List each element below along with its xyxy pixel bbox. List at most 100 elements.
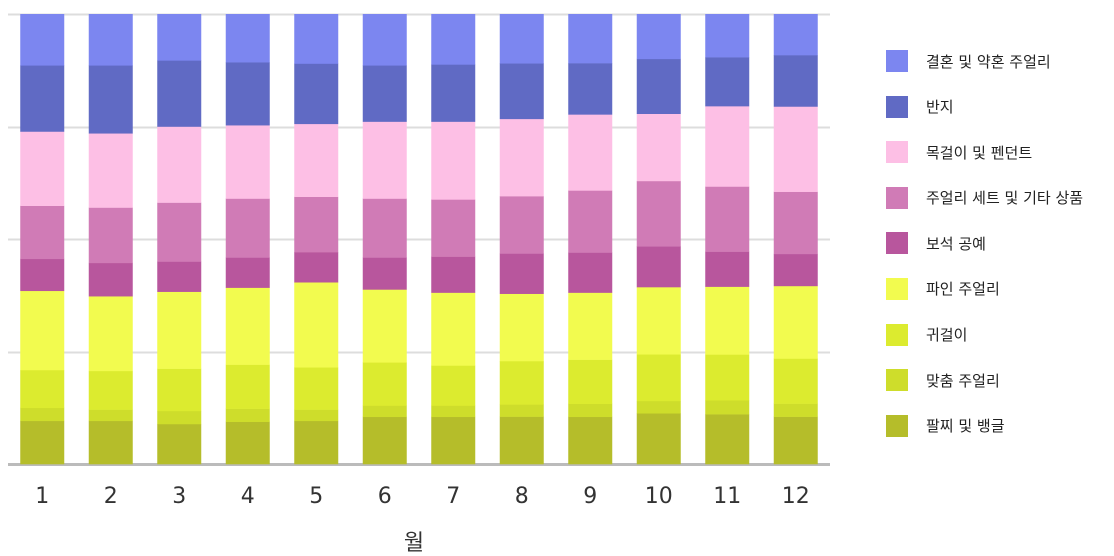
legend-item: 팔찌 및 뱅글: [886, 414, 1114, 437]
bar-segment: [705, 400, 750, 415]
bar-segment: [431, 14, 476, 65]
x-tick-label: 11: [713, 484, 741, 509]
bar-stack-7: [431, 14, 476, 465]
bar-segment: [568, 190, 613, 253]
bar-segment: [705, 106, 750, 187]
bar-segment: [499, 253, 544, 294]
bar-segment: [773, 191, 818, 255]
x-tick-label: 5: [309, 484, 323, 509]
bar-segment: [705, 57, 750, 107]
legend-label: 주얼리 세트 및 기타 상품: [926, 189, 1084, 208]
bar-segment: [568, 416, 613, 465]
bar-segment: [157, 202, 202, 262]
x-tick-label: 7: [446, 484, 460, 509]
bar-stack-10: [636, 14, 681, 465]
bar-segment: [20, 258, 65, 292]
bar-segment: [362, 289, 407, 363]
bar-stack-2: [88, 14, 133, 465]
bar-segment: [636, 287, 681, 355]
legend-label: 목걸이 및 펜던트: [926, 143, 1033, 162]
bar-segment: [568, 292, 613, 360]
bar-segment: [499, 416, 544, 465]
bar-segment: [157, 60, 202, 127]
bar-stack-5: [294, 14, 339, 465]
bar-segment: [157, 368, 202, 412]
bar-segment: [431, 64, 476, 122]
legend-item: 주얼리 세트 및 기타 상품: [886, 186, 1114, 209]
legend-label: 결혼 및 약혼 주얼리: [926, 52, 1051, 71]
bar-segment: [636, 413, 681, 465]
bar-segment: [636, 400, 681, 414]
bar-segment: [431, 416, 476, 465]
legend-item: 귀걸이: [886, 323, 1114, 346]
bar-segment: [705, 251, 750, 287]
x-tick-labels: 1 2 3 4 5 6 7 8 9 10 11 12: [35, 484, 810, 509]
bar-stack-8: [499, 14, 544, 465]
bar-segment: [431, 121, 476, 200]
bar-segment: [636, 246, 681, 288]
bar-segment: [636, 180, 681, 247]
bar-segment: [225, 421, 270, 465]
bar-segment: [362, 405, 407, 418]
bar-segment: [362, 257, 407, 290]
legend-item: 결혼 및 약혼 주얼리: [886, 50, 1114, 72]
bar-stack-1: [20, 14, 65, 465]
bar-segment: [499, 63, 544, 120]
legend-item: 맞춤 주얼리: [886, 369, 1114, 392]
bar-segment: [362, 121, 407, 199]
bar-segment: [499, 14, 544, 64]
bar-segment: [88, 133, 133, 208]
bar-segment: [568, 359, 613, 404]
bar-segment: [362, 14, 407, 66]
bar-segment: [294, 282, 339, 368]
legend-label: 보석 공예: [926, 234, 986, 253]
bar-segment: [88, 14, 133, 66]
bar-segment: [499, 360, 544, 405]
bar-segment: [568, 14, 613, 64]
bar-segment: [88, 65, 133, 134]
bar-segment: [88, 409, 133, 422]
legend-item: 반지: [886, 95, 1114, 118]
bar-segment: [636, 354, 681, 402]
bar-segment: [225, 125, 270, 199]
bar-segment: [499, 196, 544, 254]
bar-segment: [499, 293, 544, 362]
bar-segment: [157, 423, 202, 465]
x-tick-label: 1: [35, 484, 49, 509]
bar-segment: [294, 196, 339, 253]
legend-swatch: [886, 50, 908, 72]
bar-segment: [88, 296, 133, 372]
bar-segment: [773, 14, 818, 56]
bar-segment: [636, 58, 681, 114]
x-tick-label: 8: [515, 484, 529, 509]
bar-segment: [705, 186, 750, 252]
bar-segment: [20, 369, 65, 409]
bar-segment: [431, 256, 476, 293]
x-tick-label: 10: [645, 484, 673, 509]
bar-segment: [362, 198, 407, 258]
bar-segment: [773, 416, 818, 465]
legend-swatch: [886, 232, 908, 255]
bar-segment: [88, 420, 133, 465]
bar-segment: [294, 409, 339, 422]
bar-segment: [705, 286, 750, 355]
bar-stack-4: [225, 14, 270, 465]
bar-segment: [773, 253, 818, 287]
bar-segment: [773, 358, 818, 404]
bar-segment: [294, 420, 339, 465]
bar-segment: [88, 207, 133, 264]
bar-segment: [431, 365, 476, 406]
bar-segment: [568, 114, 613, 191]
gridlines: [8, 13, 830, 466]
legend-label: 팔찌 및 뱅글: [926, 417, 1005, 436]
bar-segment: [773, 106, 818, 192]
bar-segment: [362, 362, 407, 406]
legend-swatch: [886, 95, 908, 118]
bar-segment: [225, 287, 270, 365]
bar-segment: [20, 131, 65, 206]
bar-segment: [20, 420, 65, 465]
stacked-bar-chart: 1 2 3 4 5 6 7 8 9 10 11 12 월: [8, 13, 830, 556]
bar-segment: [225, 62, 270, 126]
legend-label: 귀걸이: [926, 326, 968, 345]
legend-swatch: [886, 186, 908, 209]
